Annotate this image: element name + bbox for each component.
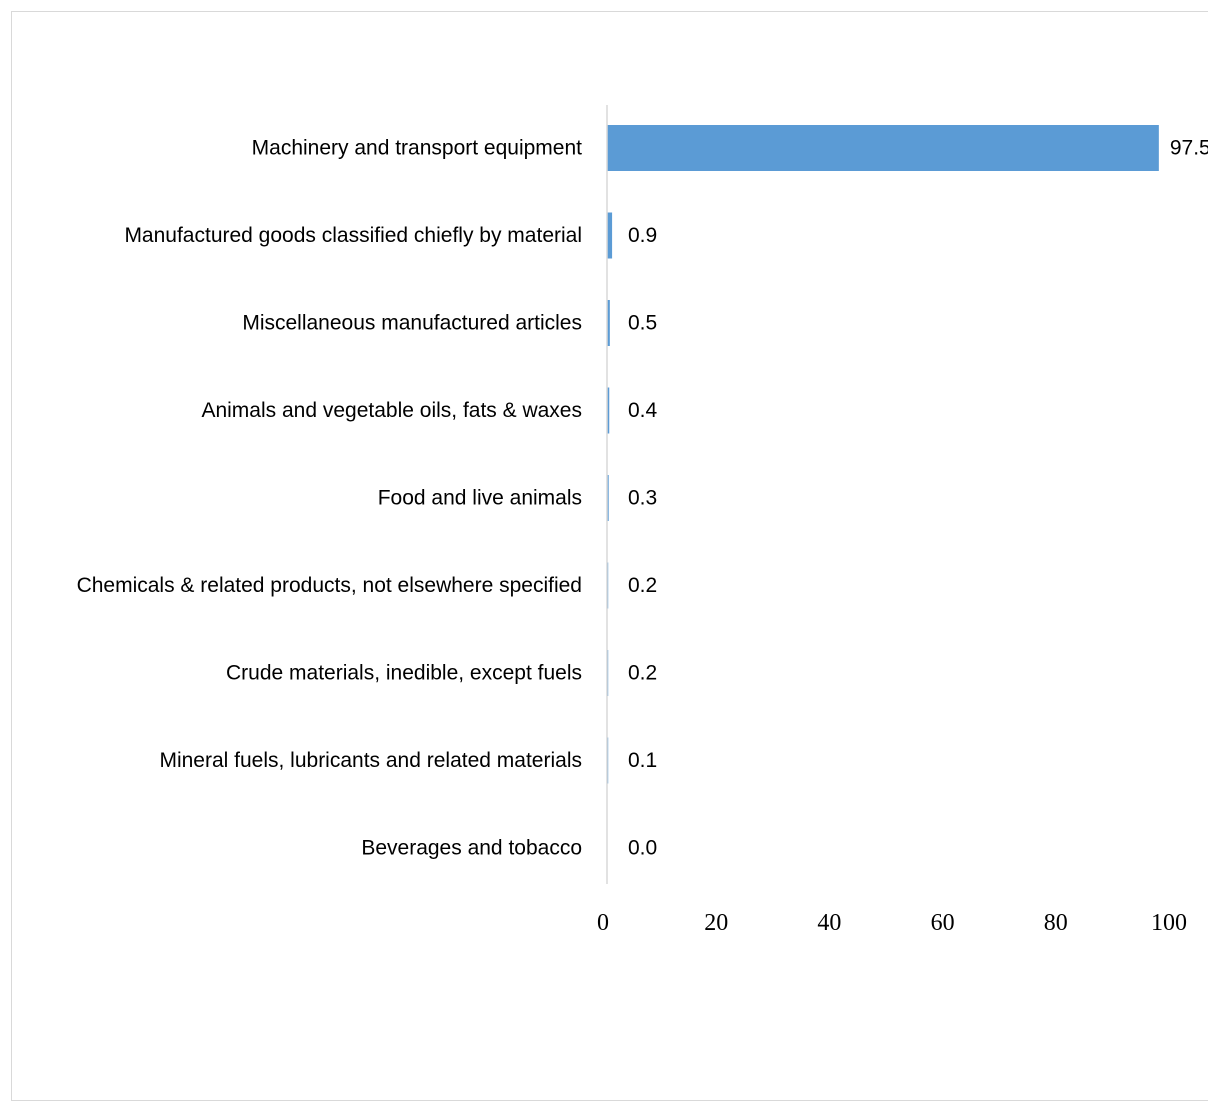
data-label: 0.3 (628, 487, 657, 510)
data-label: 97.5 (1170, 137, 1208, 160)
bar (607, 387, 610, 434)
category-label: Manufactured goods classified chiefly by… (124, 224, 582, 247)
chart-frame (11, 11, 1208, 1101)
x-tick-label: 20 (704, 910, 728, 936)
data-label: 0.1 (628, 749, 657, 772)
bars-layer (607, 125, 1159, 784)
x-tick-label: 0 (597, 910, 609, 936)
category-label: Crude materials, inedible, except fuels (226, 662, 582, 685)
bar (607, 475, 609, 521)
bar (607, 300, 610, 346)
data-label: 0.5 (628, 312, 657, 335)
category-label: Mineral fuels, lubricants and related ma… (159, 749, 582, 772)
x-axis-tick-labels: 0 20 40 60 80 100 (597, 910, 1187, 936)
category-labels: Machinery and transport equipment Manufac… (77, 137, 583, 860)
data-label: 0.0 (628, 837, 657, 860)
category-label: Machinery and transport equipment (252, 137, 583, 160)
x-tick-label: 40 (817, 910, 841, 936)
bar (607, 212, 613, 259)
x-tick-label: 80 (1044, 910, 1068, 936)
value-labels: 97.5 0.9 0.5 0.4 0.3 0.2 0.2 0.1 0.0 (628, 137, 1208, 860)
data-label: 0.9 (628, 224, 657, 247)
x-tick-label: 100 (1151, 910, 1187, 936)
category-label: Food and live animals (378, 487, 582, 510)
category-label: Animals and vegetable oils, fats & waxes (201, 399, 582, 422)
category-label: Miscellaneous manufactured articles (242, 312, 582, 335)
category-label: Beverages and tobacco (361, 837, 582, 860)
data-label: 0.2 (628, 662, 657, 685)
category-label: Chemicals & related products, not elsewh… (77, 574, 582, 597)
x-tick-label: 60 (931, 910, 955, 936)
data-label: 0.4 (628, 399, 658, 422)
data-label: 0.2 (628, 574, 657, 597)
bar (607, 125, 1159, 171)
